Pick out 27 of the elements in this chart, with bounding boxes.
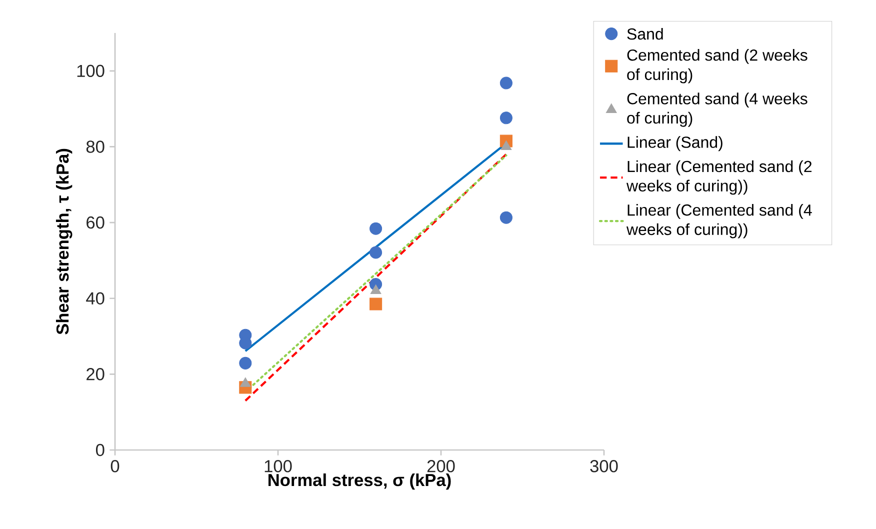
x-tick-label: 200 [427, 460, 455, 472]
legend-label: Linear (Cemented sand (4 weeks of curing)) [626, 204, 812, 238]
y-tick-label: 60 [86, 216, 104, 229]
x-tick-label: 0 [110, 460, 120, 472]
x-axis-title: Normal stress, σ (kPa) [268, 473, 451, 490]
point [370, 222, 382, 235]
point [500, 211, 512, 224]
point [370, 284, 382, 294]
legend-label: Cemented sand (4 weeks of curing) [627, 92, 808, 127]
legend-label: Linear (Sand) [628, 136, 722, 152]
x-tick-label: 300 [590, 460, 618, 472]
x-tick-label: 100 [264, 460, 292, 472]
point [500, 76, 512, 90]
legend-label: Linear (Cemented sand (2 weeks of curing)) [626, 160, 812, 195]
point [239, 356, 252, 370]
legend-label: Sand [627, 28, 663, 40]
point [370, 298, 382, 310]
y-tick-label: 100 [77, 64, 104, 78]
y-tick-label: 40 [86, 292, 104, 304]
point [500, 112, 512, 124]
y-axis-title: Shear strength, τ (kPa) [56, 148, 72, 334]
y-tick-label: 0 [96, 444, 104, 456]
legend-label: Cemented sand (2 weeks of curing) [627, 49, 808, 84]
y-tick-label: 20 [86, 368, 104, 380]
point [370, 246, 382, 259]
y-tick-label: 80 [86, 140, 104, 153]
point [240, 377, 251, 387]
